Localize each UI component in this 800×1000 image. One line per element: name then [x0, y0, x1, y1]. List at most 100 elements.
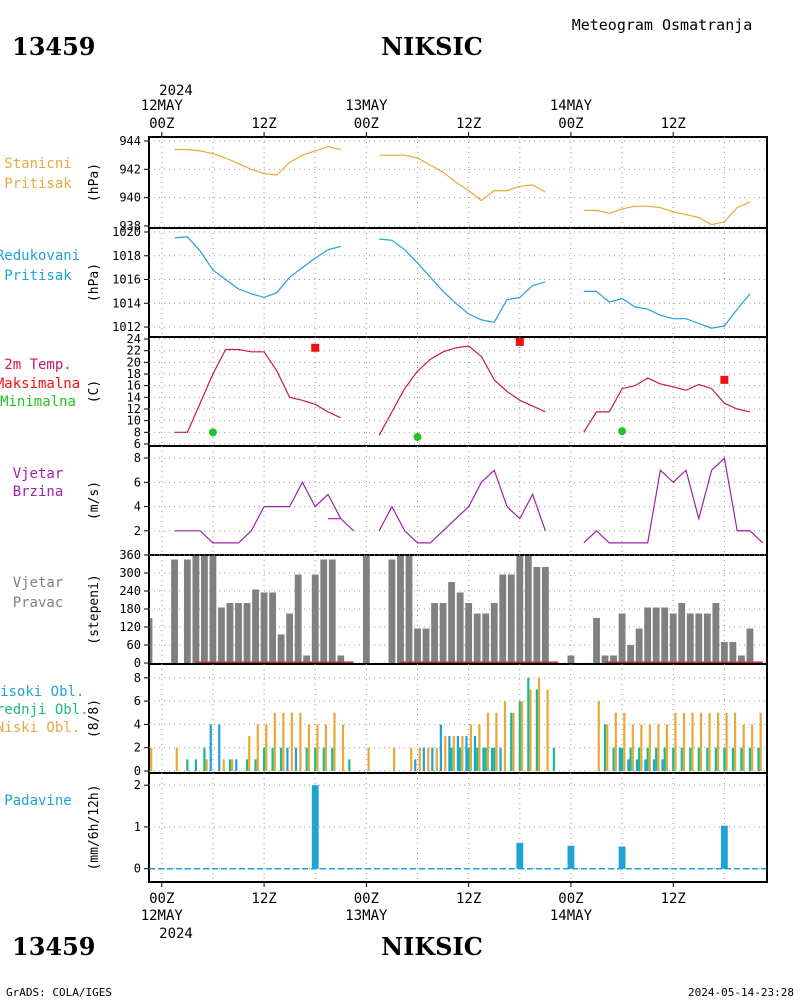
- cloud-bar: [341, 724, 345, 771]
- year-label-top: 2024: [159, 83, 193, 99]
- hour-label: 00Z: [149, 116, 174, 132]
- hour-label: 00Z: [354, 116, 379, 132]
- cloud-bar: [456, 736, 460, 771]
- cloud-bar: [674, 712, 677, 771]
- data-bar: [567, 845, 575, 869]
- panel-label: Brzina: [13, 484, 64, 500]
- data-bar: [311, 785, 319, 869]
- data-bar: [533, 567, 541, 663]
- cloud-bar: [435, 747, 438, 771]
- panel-data: [174, 236, 751, 329]
- cloud-bar: [333, 712, 336, 771]
- panel-5: 0 60 120 180 240 300 360 (stepeni) Vjetar Pravac: [13, 548, 768, 670]
- data-bar: [618, 613, 626, 663]
- day-label: 12MAY: [141, 98, 184, 114]
- cloud-bar: [731, 747, 735, 771]
- cloud-bar: [465, 736, 468, 771]
- cloud-bar: [495, 712, 498, 771]
- cloud-bar: [231, 759, 234, 771]
- data-bar: [260, 592, 268, 663]
- cloud-bar: [646, 747, 649, 771]
- hour-label: 00Z: [149, 891, 174, 907]
- cloud-bar: [209, 724, 212, 771]
- unit-label: (8/8): [87, 699, 102, 738]
- y-tick-label: 4: [134, 500, 141, 514]
- cloud-bar: [422, 747, 425, 771]
- cloud-bar: [262, 747, 266, 771]
- cloud-bar: [482, 747, 485, 771]
- cloud-bar: [629, 747, 632, 771]
- panel-frame: [148, 136, 768, 229]
- cloud-bar: [235, 759, 238, 771]
- data-bar: [286, 613, 294, 663]
- cloud-bar: [418, 747, 421, 771]
- cloud-bar: [450, 747, 453, 771]
- cloud-bar: [348, 759, 351, 771]
- data-bar: [269, 592, 277, 663]
- cloud-bar: [644, 759, 647, 771]
- cloud-bar: [314, 747, 317, 771]
- cloud-bar: [623, 712, 626, 771]
- station-id-top: 13459: [12, 32, 96, 61]
- cloud-bar: [410, 747, 413, 771]
- cloud-bar: [459, 747, 462, 771]
- cloud-bar: [512, 712, 515, 771]
- cloud-bar: [484, 747, 487, 771]
- cloud-bar: [218, 724, 221, 771]
- y-tick-label: 10: [127, 414, 141, 428]
- cloud-bar: [640, 724, 643, 771]
- time-axis-bottom: 00Z 12Z 00Z 12Z 00Z 12Z 12MAY 13MAY 14MAY: [141, 882, 686, 924]
- data-bar: [661, 607, 669, 663]
- panel-label: Stanicni: [4, 156, 71, 172]
- data-bar: [183, 559, 191, 663]
- min-temp-marker: [208, 428, 217, 437]
- data-bar: [243, 603, 251, 663]
- y-tick-label: 18: [127, 367, 141, 381]
- series-line: [737, 530, 764, 544]
- series-line: [174, 236, 341, 299]
- data-bar: [678, 603, 686, 663]
- cloud-bar: [725, 712, 728, 771]
- panel-data: [174, 146, 751, 226]
- cloud-bar: [286, 747, 289, 771]
- y-tick-label: 8: [134, 425, 141, 439]
- cloud-bar: [661, 759, 664, 771]
- cloud-bar: [535, 689, 538, 771]
- y-tick-label: 300: [119, 566, 141, 580]
- cloud-bar: [618, 747, 621, 771]
- cloud-bar: [431, 747, 434, 771]
- cloud-bar: [448, 736, 451, 771]
- panel-label: Pravac: [13, 595, 64, 611]
- panel-label: 2m Temp.: [4, 357, 71, 373]
- y-tick-label: 944: [119, 134, 141, 148]
- panel-2: 1012 1014 1016 1018 1020 (hPa) Redukovani Priti…: [0, 225, 768, 338]
- cloud-bar: [331, 747, 334, 771]
- y-tick-label: 6: [134, 475, 141, 489]
- y-tick-label: 12: [127, 402, 141, 416]
- data-bar: [720, 642, 728, 663]
- cloud-bar: [648, 724, 651, 771]
- panel-data: [150, 556, 763, 663]
- hour-label: 12Z: [251, 116, 276, 132]
- cloud-bar: [680, 747, 683, 771]
- cloud-bar: [627, 759, 630, 771]
- y-tick-label: 16: [127, 379, 141, 393]
- data-bar: [703, 613, 711, 663]
- data-bar: [303, 655, 311, 663]
- y-tick-label: 942: [119, 162, 141, 176]
- y-tick-label: 940: [119, 191, 141, 205]
- panel-label: Padavine: [4, 793, 71, 809]
- cloud-bar: [742, 724, 745, 771]
- hour-label: 12Z: [456, 891, 481, 907]
- cloud-bar: [228, 759, 232, 771]
- y-tick-label: 60: [127, 638, 141, 652]
- series-line: [378, 345, 546, 436]
- max-temp-marker: [720, 375, 729, 384]
- y-tick-label: 180: [119, 602, 141, 616]
- cloud-bar: [665, 724, 669, 771]
- panel-frame: [148, 336, 768, 447]
- data-bar: [738, 655, 745, 663]
- cloud-bar: [652, 759, 656, 771]
- data-bar: [712, 603, 720, 663]
